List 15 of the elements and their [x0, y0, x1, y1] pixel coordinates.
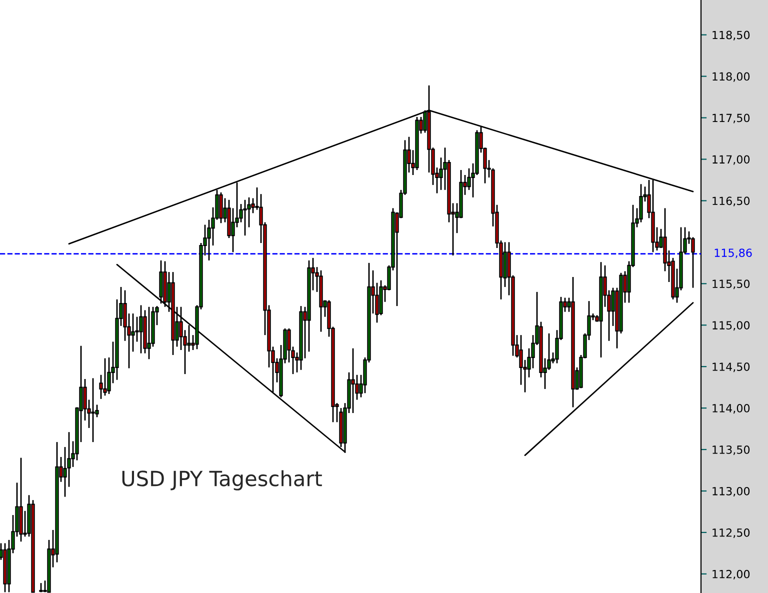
- y-tick-label: 117,50: [712, 114, 750, 124]
- y-tick-label: 114,00: [712, 404, 750, 414]
- y-tick-label: 113,00: [712, 486, 750, 496]
- y-tick-label: 113,50: [712, 445, 750, 456]
- y-tick-label: 115,50: [712, 280, 750, 290]
- y-tick-label: 118,50: [712, 30, 750, 40]
- annotation: USD JPY Tageschart: [122, 470, 322, 490]
- y-tick-label: 115,00: [712, 321, 750, 331]
- y-tick-label: 112,50: [712, 528, 750, 538]
- y-tick-label: 114,50: [712, 362, 750, 372]
- y-tick-label: 118,00: [712, 72, 750, 82]
- y-tick-label: 112,00: [712, 570, 750, 580]
- y-tick-label: 116,50: [712, 196, 750, 206]
- ref-line-label: 115,86: [714, 248, 752, 258]
- y-tick-label: 117,00: [712, 155, 750, 165]
